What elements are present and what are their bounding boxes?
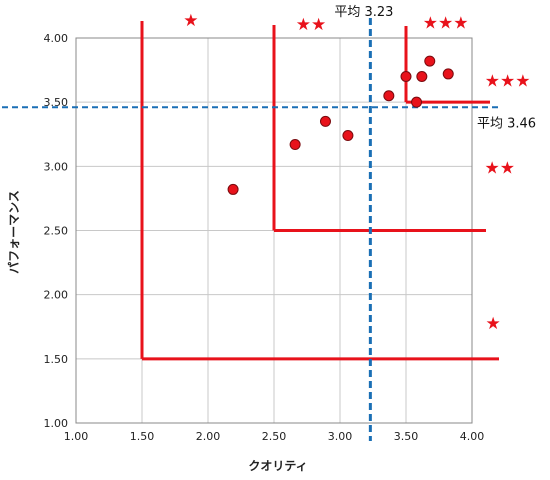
x-tick-label: 3.50	[394, 430, 419, 443]
x-tick-label: 1.50	[130, 430, 155, 443]
y-tick-label: 1.00	[44, 417, 69, 430]
data-point	[342, 130, 354, 142]
mean-x-label: 平均 3.23	[334, 5, 393, 20]
data-point	[416, 71, 428, 82]
data-point	[400, 71, 412, 82]
data-point	[442, 68, 454, 80]
star-rating-label: ★	[485, 314, 500, 334]
star-rating-label: ★★★	[423, 14, 469, 34]
rating-zone-layer	[140, 21, 499, 361]
data-point	[383, 90, 395, 102]
data-point	[424, 55, 436, 67]
x-tick-label: 2.00	[196, 430, 221, 443]
star-rating-label: ★★	[296, 15, 326, 35]
y-tick-label: 3.50	[44, 96, 69, 109]
data-point	[227, 183, 239, 195]
y-tick-label: 1.50	[44, 353, 69, 366]
data-point	[289, 139, 301, 151]
y-tick-label: 4.00	[44, 32, 69, 45]
x-axis-title: クオリティ	[248, 459, 307, 473]
y-tick-label: 2.50	[44, 225, 69, 238]
star-rating-label: ★★	[484, 159, 514, 179]
star-rating-label: ★	[183, 11, 198, 31]
mean-y-label: 平均 3.46	[477, 116, 536, 131]
data-point	[319, 115, 331, 127]
data-point-layer	[227, 55, 454, 195]
x-tick-label: 1.00	[64, 430, 89, 443]
y-tick-label: 3.00	[44, 160, 69, 173]
x-tick-label: 2.50	[262, 430, 287, 443]
tick-label-layer: 1.00 1.50 2.00 2.50 3.00 3.50 4.00 1.00 1.50 2.00…	[44, 32, 485, 443]
star-label-layer: ★ ★★ ★★★★★★★★★	[183, 11, 530, 334]
x-tick-label: 3.00	[328, 430, 353, 443]
y-axis-title: パフォーマンス	[7, 190, 21, 274]
y-tick-label: 2.00	[44, 289, 69, 302]
star-rating-label: ★★★	[485, 71, 531, 91]
x-tick-label: 4.00	[460, 430, 485, 443]
data-point	[411, 96, 423, 108]
